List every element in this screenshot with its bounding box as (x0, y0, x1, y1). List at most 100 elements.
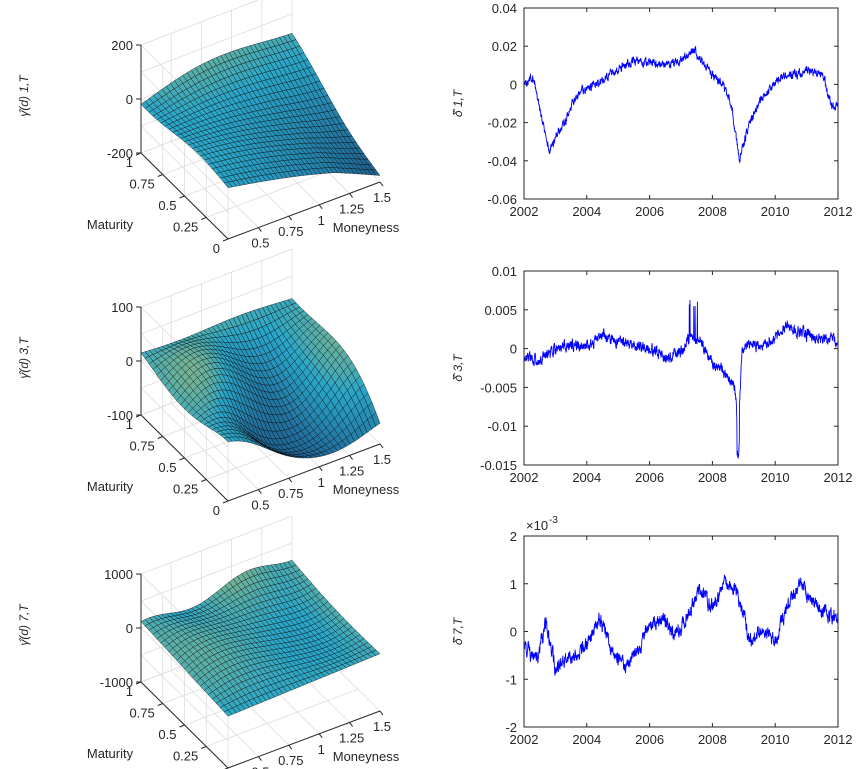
x-tick-label: 2010 (761, 204, 790, 219)
z-tick-label: 0 (126, 621, 133, 636)
surface-panel-3: 10000-100010.750.50.2500.50.7511.251.5Ma… (17, 515, 400, 769)
surface-cell (287, 33, 297, 42)
y-axis-label: δ̂ 7,T (451, 616, 465, 645)
moneyness-axis-label: Moneyness (333, 482, 400, 497)
moneyness-tick-mark (318, 466, 323, 472)
y-tick-label: -0.01 (487, 419, 517, 434)
z-tick-label: 100 (111, 300, 133, 315)
y-exponent-power: -3 (549, 515, 558, 526)
moneyness-tick-label: 1.5 (373, 190, 391, 205)
moneyness-tick-mark (257, 489, 262, 494)
maturity-tick-label: 0 (213, 503, 220, 518)
y-tick-label: -0.015 (480, 458, 517, 473)
maturity-tick-mark (179, 195, 185, 199)
back-wall-grid-line (140, 542, 293, 602)
line-panel-3: 2002 2004 2006 2008 2010 2012 2 1 0 -1 -2 ×10 -3 δ̂ 7… (451, 515, 852, 747)
moneyness-tick-mark (257, 227, 262, 232)
maturity-tick-mark (224, 767, 229, 769)
x-tick-label: 2006 (635, 732, 664, 747)
maturity-tick-mark (179, 724, 185, 728)
x-tick-label: 2006 (635, 204, 664, 219)
maturity-tick-mark (201, 217, 207, 220)
back-wall-grid-line (140, 13, 293, 73)
plot-frame (523, 7, 839, 200)
series-line (523, 574, 839, 676)
moneyness-axis (227, 443, 381, 502)
maturity-tick-label: 1 (126, 417, 133, 432)
y-tick-label: -0.04 (487, 154, 517, 169)
moneyness-tick-mark (379, 181, 384, 187)
x-tick-label: 2002 (510, 204, 539, 219)
maturity-axis-label: Maturity (87, 746, 134, 761)
maturity-tick-mark (201, 479, 207, 482)
maturity-axis-label: Maturity (87, 479, 134, 494)
maturity-tick-label: 0.5 (158, 727, 176, 742)
moneyness-tick-label: 1 (318, 475, 325, 490)
maturity-tick-label: 1 (126, 684, 133, 699)
moneyness-tick-mark (379, 710, 384, 716)
y-tick-label: 2 (510, 529, 517, 544)
y-tick-label: 0.04 (492, 1, 517, 16)
moneyness-tick-mark (288, 215, 293, 221)
maturity-tick-label: 0.75 (129, 177, 154, 192)
y-tick-label: -0.06 (487, 192, 517, 207)
x-tick-label: 2004 (572, 732, 601, 747)
moneyness-axis (227, 710, 381, 769)
z-axis-label: γ̂(d) 1,T (17, 74, 31, 117)
line-panel-1: 2002 2004 2006 2008 2010 2012 0.04 0.02 0 -0.02 -0… (451, 1, 852, 219)
maturity-tick-mark (135, 681, 142, 685)
maturity-tick-mark (222, 500, 229, 504)
surface-cell (287, 559, 297, 567)
x-tick-label: 2010 (761, 470, 790, 485)
z-tick-label: 200 (111, 38, 133, 53)
moneyness-tick-label: 1.25 (339, 201, 364, 216)
moneyness-tick-mark (318, 733, 323, 739)
z-axis-label: γ̂(d) 3,T (17, 336, 31, 379)
y-tick-label: -0.02 (487, 116, 517, 131)
moneyness-tick-mark (349, 193, 354, 198)
moneyness-tick-label: 1 (318, 742, 325, 757)
back-wall-grid-line (140, 275, 293, 335)
y-tick-label: -2 (505, 720, 517, 735)
moneyness-axis-label: Moneyness (333, 220, 400, 235)
back-wall-grid-line (140, 248, 293, 308)
z-tick-label: -200 (107, 146, 133, 161)
moneyness-tick-mark (288, 744, 293, 750)
maturity-tick-mark (135, 152, 142, 156)
moneyness-tick-mark (379, 443, 384, 449)
moneyness-tick-label: 0.75 (278, 753, 303, 768)
moneyness-axis-label: Moneyness (333, 749, 400, 764)
moneyness-tick-mark (288, 477, 293, 483)
x-tick-label: 2008 (698, 204, 727, 219)
maturity-tick-mark (157, 703, 163, 706)
maturity-tick-mark (222, 238, 229, 242)
surface-cell (287, 298, 297, 305)
plot-frame (523, 270, 839, 466)
maturity-tick-label: 0.75 (129, 706, 154, 721)
surface-mesh (140, 559, 381, 717)
moneyness-tick-label: 0.75 (278, 224, 303, 239)
maturity-tick-label: 0 (213, 241, 220, 256)
moneyness-tick-label: 0.5 (251, 236, 269, 251)
y-tick-label: 0 (510, 625, 517, 640)
moneyness-tick-label: 0.75 (278, 486, 303, 501)
y-axis-label: δ̂ 1,T (451, 88, 465, 117)
y-tick-label: 0.02 (492, 39, 517, 54)
surface-mesh (140, 298, 381, 459)
maturity-tick-mark (179, 457, 185, 461)
moneyness-tick-label: 1.5 (373, 719, 391, 734)
x-tick-label: 2004 (572, 470, 601, 485)
series-line (523, 45, 839, 164)
y-tick-label: 0 (510, 342, 517, 357)
z-tick-label: 0 (126, 354, 133, 369)
x-tick-label: 2012 (824, 204, 853, 219)
moneyness-tick-label: 1.5 (373, 452, 391, 467)
back-wall-grid-line (140, 0, 260, 46)
maturity-tick-label: 0.25 (173, 749, 198, 764)
x-tick-label: 2008 (698, 470, 727, 485)
y-tick-label: -1 (505, 672, 517, 687)
maturity-tick-label: 0.5 (158, 460, 176, 475)
z-tick-label: 0 (126, 92, 133, 107)
